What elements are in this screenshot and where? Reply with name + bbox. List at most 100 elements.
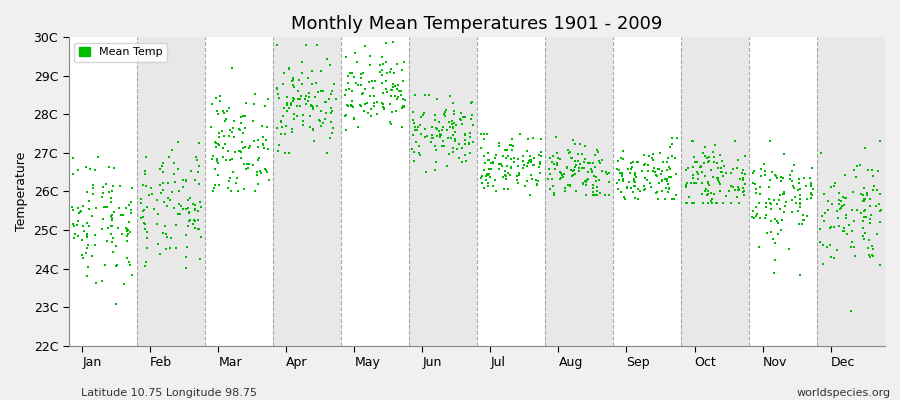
- Point: [390, 96, 404, 102]
- Point: [866, 246, 880, 252]
- Point: [686, 138, 700, 144]
- Point: [512, 172, 526, 178]
- Point: [774, 178, 788, 184]
- Point: [320, 56, 335, 62]
- Point: [424, 139, 438, 146]
- Point: [689, 159, 704, 165]
- Point: [860, 189, 874, 196]
- Point: [503, 165, 517, 171]
- Point: [107, 165, 122, 171]
- Point: [495, 163, 509, 169]
- Point: [279, 102, 293, 108]
- Point: [502, 142, 517, 149]
- Point: [408, 124, 422, 130]
- Point: [140, 234, 155, 241]
- Point: [104, 188, 119, 195]
- Point: [357, 86, 372, 92]
- Point: [836, 228, 850, 234]
- Point: [368, 78, 382, 84]
- Point: [464, 99, 479, 106]
- Point: [730, 194, 744, 200]
- Point: [220, 185, 235, 191]
- Point: [790, 187, 805, 194]
- Point: [168, 222, 183, 228]
- Bar: [68, 37, 137, 346]
- Point: [767, 197, 781, 203]
- Point: [176, 184, 190, 190]
- Point: [698, 144, 713, 151]
- Point: [721, 188, 735, 194]
- Point: [862, 237, 877, 244]
- Point: [256, 141, 270, 147]
- Point: [225, 129, 239, 136]
- Point: [685, 200, 699, 206]
- Point: [701, 180, 716, 186]
- Point: [482, 183, 496, 189]
- Point: [276, 113, 291, 120]
- Point: [763, 177, 778, 184]
- Point: [864, 167, 878, 173]
- Point: [407, 120, 421, 126]
- Point: [433, 134, 447, 140]
- Point: [290, 103, 304, 110]
- Point: [140, 245, 155, 251]
- Point: [153, 251, 167, 257]
- Point: [752, 184, 767, 190]
- Point: [787, 185, 801, 192]
- Point: [777, 209, 791, 215]
- Point: [211, 141, 225, 148]
- Point: [82, 198, 96, 204]
- Point: [254, 170, 268, 176]
- Point: [579, 181, 593, 188]
- Point: [479, 173, 493, 180]
- Point: [559, 164, 573, 170]
- Point: [390, 86, 404, 92]
- Point: [873, 190, 887, 197]
- Point: [491, 142, 506, 149]
- Point: [397, 104, 411, 110]
- Point: [793, 186, 807, 192]
- Point: [458, 140, 473, 147]
- Point: [208, 182, 222, 189]
- Point: [384, 87, 399, 93]
- Point: [797, 216, 812, 223]
- Point: [616, 156, 630, 162]
- Point: [310, 103, 324, 110]
- Point: [770, 175, 784, 182]
- Point: [430, 132, 445, 139]
- Point: [648, 172, 662, 178]
- Point: [869, 230, 884, 237]
- Point: [186, 221, 201, 227]
- Point: [252, 168, 266, 174]
- Point: [104, 231, 119, 237]
- Point: [650, 188, 664, 195]
- Point: [641, 168, 655, 174]
- Point: [665, 134, 680, 141]
- Point: [222, 175, 237, 182]
- Point: [446, 149, 460, 155]
- Point: [307, 137, 321, 144]
- Point: [473, 175, 488, 182]
- Bar: [273, 37, 341, 346]
- Point: [139, 259, 153, 266]
- Point: [746, 180, 760, 186]
- Point: [482, 157, 497, 163]
- Point: [466, 139, 481, 146]
- Point: [284, 100, 298, 106]
- Point: [814, 225, 828, 232]
- Point: [857, 198, 871, 204]
- Point: [839, 212, 853, 218]
- Point: [209, 144, 223, 150]
- Point: [251, 137, 266, 143]
- Point: [231, 148, 246, 155]
- Point: [706, 191, 721, 198]
- Point: [345, 88, 359, 94]
- Point: [270, 86, 284, 92]
- Point: [66, 171, 80, 177]
- Point: [694, 164, 708, 170]
- Point: [610, 180, 625, 186]
- Point: [652, 150, 667, 156]
- Point: [647, 165, 662, 171]
- Point: [688, 159, 702, 166]
- Point: [412, 122, 427, 128]
